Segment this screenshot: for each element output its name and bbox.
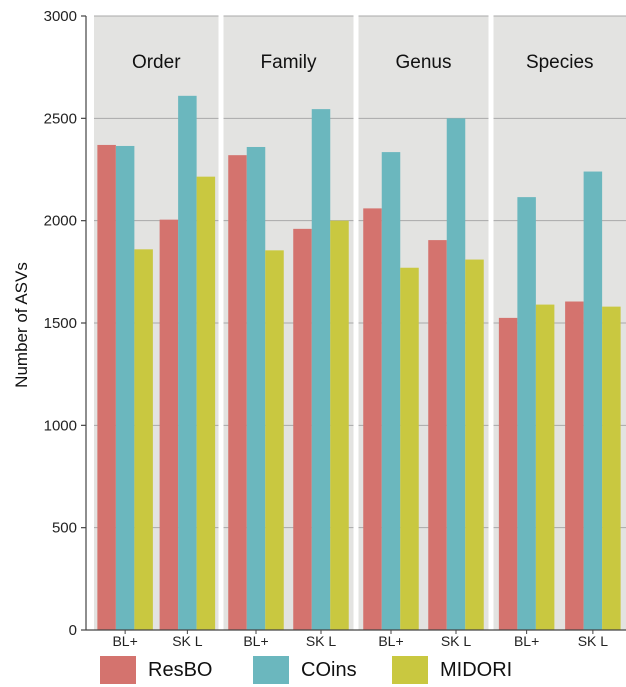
legend-item-midori: MIDORI <box>392 656 512 684</box>
x-tick-label-family-bl: BL+ <box>243 633 268 649</box>
bar-family-bl-midori <box>265 250 284 631</box>
bar-genus-sk-l-resbo <box>428 240 447 631</box>
legend-swatch-coins <box>253 656 289 684</box>
legend-swatch-resbo <box>100 656 136 684</box>
bar-genus-sk-l-coins <box>446 118 466 630</box>
legend-item-resbo: ResBO <box>100 656 212 684</box>
y-tick-label-500: 500 <box>52 520 77 537</box>
bar-genus-bl-resbo <box>363 208 382 631</box>
y-tick-label-0: 0 <box>69 622 77 639</box>
bar-genus-bl-coins <box>381 152 401 630</box>
bar-species-sk-l-midori <box>602 306 621 630</box>
bar-genus-bl-midori <box>400 267 419 630</box>
bar-species-sk-l-resbo <box>565 301 584 630</box>
y-axis: 0 500 1000 1500 2000 2500 3000 <box>44 8 87 639</box>
bar-family-sk-l-midori <box>330 220 349 630</box>
bar-order-sk-l-coins <box>178 95 197 630</box>
facet-label-genus: Genus <box>396 52 452 73</box>
bar-order-bl-resbo <box>97 144 116 630</box>
x-tick-label-species-bl: BL+ <box>514 633 539 649</box>
y-axis-label: Number of ASVs <box>12 262 31 388</box>
legend-item-coins: COins <box>253 656 357 684</box>
legend-swatch-midori <box>392 656 428 684</box>
bar-species-sk-l-coins <box>583 171 603 630</box>
bar-family-sk-l-coins <box>311 109 331 630</box>
bar-order-bl-coins <box>115 145 135 631</box>
y-tick-label-2500: 2500 <box>44 110 77 127</box>
legend-label-midori: MIDORI <box>440 658 513 681</box>
legend-label-resbo: ResBO <box>148 658 213 681</box>
faceted-bar-chart: Order Family Genus Species 0 500 1000 1500 2000… <box>12 8 626 649</box>
x-tick-label-genus-sk-l: SK L <box>441 633 472 649</box>
y-tick-label-1500: 1500 <box>44 315 77 332</box>
bar-family-bl-resbo <box>228 155 247 630</box>
x-tick-label-order-sk-l: SK L <box>172 633 203 649</box>
legend: ResBO COins MIDORI <box>0 650 626 687</box>
facet-label-family: Family <box>261 52 317 73</box>
x-axis: BL+ SK L BL+ SK L BL+ SK L BL+ SK L <box>86 629 626 649</box>
facet-label-order: Order <box>132 52 181 73</box>
x-tick-label-order-bl: BL+ <box>112 633 137 649</box>
bar-order-bl-midori <box>134 249 153 630</box>
y-tick-label-1000: 1000 <box>44 417 77 434</box>
x-tick-label-genus-bl: BL+ <box>378 633 403 649</box>
bar-order-sk-l-resbo <box>159 219 179 631</box>
x-tick-label-family-sk-l: SK L <box>306 633 337 649</box>
y-tick-label-3000: 3000 <box>44 8 77 25</box>
bar-family-sk-l-resbo <box>293 228 312 630</box>
y-tick-label-2000: 2000 <box>44 213 77 230</box>
bar-species-bl-coins <box>517 197 536 630</box>
facet-label-species: Species <box>526 52 594 73</box>
x-tick-label-species-sk-l: SK L <box>578 633 609 649</box>
bar-species-bl-midori <box>535 304 555 630</box>
bar-species-bl-resbo <box>498 317 518 630</box>
bar-family-bl-coins <box>246 146 266 630</box>
legend-label-coins: COins <box>301 658 357 681</box>
bars <box>97 95 621 631</box>
bar-order-sk-l-midori <box>196 176 216 630</box>
bar-genus-sk-l-midori <box>465 259 484 630</box>
